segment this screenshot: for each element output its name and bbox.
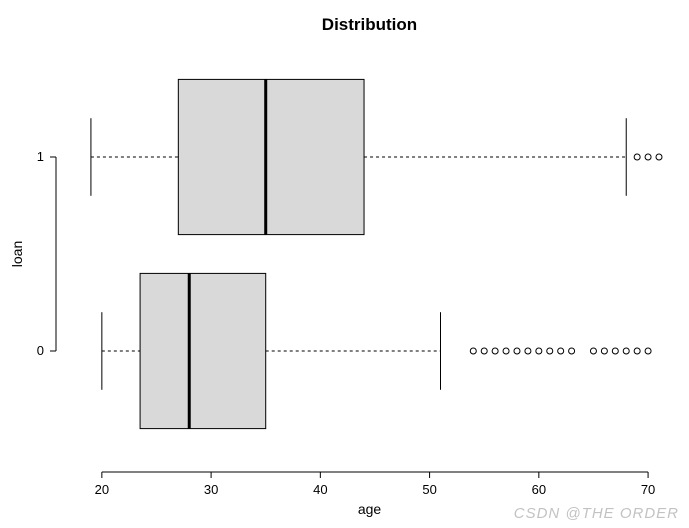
x-tick-label: 20	[95, 482, 109, 497]
outlier-point	[569, 348, 575, 354]
box	[140, 273, 266, 428]
x-axis-label: age	[358, 501, 382, 517]
y-tick-label: 1	[37, 149, 44, 164]
outlier-point	[492, 348, 498, 354]
outlier-point	[547, 348, 553, 354]
outlier-point	[601, 348, 607, 354]
outlier-point	[481, 348, 487, 354]
outlier-point	[503, 348, 509, 354]
chart-title: Distribution	[322, 15, 417, 34]
outlier-point	[634, 348, 640, 354]
x-tick-label: 30	[204, 482, 218, 497]
x-tick-label: 70	[641, 482, 655, 497]
x-tick-label: 60	[532, 482, 546, 497]
outlier-point	[590, 348, 596, 354]
box	[178, 79, 364, 234]
y-axis-label: loan	[9, 241, 25, 267]
outlier-point	[656, 154, 662, 160]
outlier-point	[536, 348, 542, 354]
outlier-point	[612, 348, 618, 354]
outlier-point	[645, 154, 651, 160]
outlier-point	[645, 348, 651, 354]
boxplot-svg: Distribution 20 30 40 50 60 70 age 0 1 loan	[0, 0, 689, 528]
outlier-point	[623, 348, 629, 354]
x-tick-label: 40	[313, 482, 327, 497]
x-tick-label: 50	[422, 482, 436, 497]
y-tick-label: 0	[37, 343, 44, 358]
outlier-point	[558, 348, 564, 354]
chart-container: Distribution203040506070age01loan CSDN @…	[0, 0, 689, 528]
outlier-point	[470, 348, 476, 354]
outlier-point	[514, 348, 520, 354]
outlier-point	[634, 154, 640, 160]
outlier-point	[525, 348, 531, 354]
